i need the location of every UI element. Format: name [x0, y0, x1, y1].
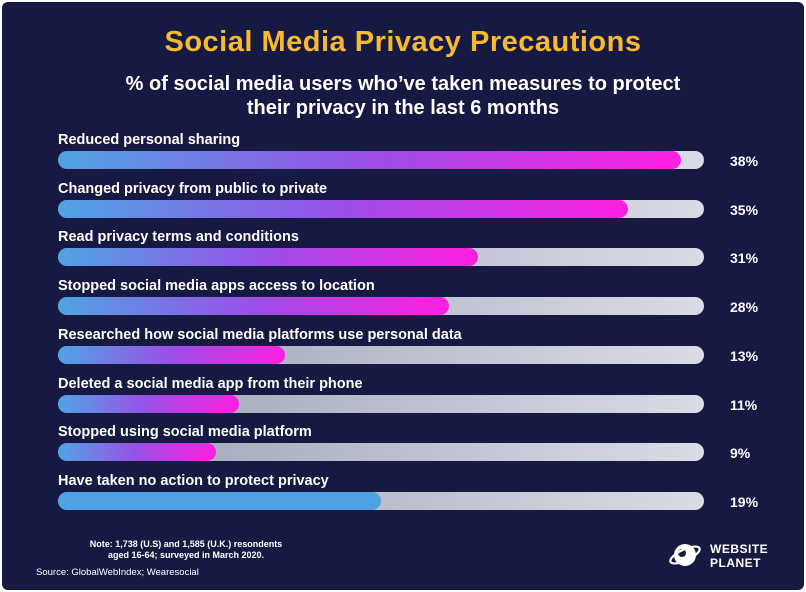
bar-label: Stopped using social media platform	[58, 424, 312, 441]
logo-line-1: WEBSITE	[710, 542, 769, 556]
subtitle-line-2: their privacy in the last 6 months	[246, 97, 560, 119]
website-planet-logo: WEBSITE PLANET	[668, 538, 778, 572]
chart-title: Social Media Privacy Precautions	[164, 26, 642, 58]
bar-label: Reduced personal sharing	[58, 132, 241, 148]
planet-icon	[669, 544, 701, 566]
bar-label: Stopped social media apps access to loca…	[58, 278, 375, 295]
subtitle-line-1: % of social media users who’ve taken mea…	[125, 73, 681, 95]
footnote-line-2: aged 16-64; surveyed in March 2020.	[107, 550, 265, 560]
bar-value-label: 19%	[730, 493, 759, 510]
bar-label: Read privacy terms and conditions	[58, 229, 299, 246]
chart-subtitle: % of social media users who’ve taken mea…	[2, 72, 804, 120]
bar-track	[58, 491, 704, 510]
bar-label: Changed privacy from public to private	[58, 180, 328, 197]
bar-value-label: 38%	[730, 153, 759, 169]
bar-fill	[58, 248, 478, 267]
bar-fill	[58, 297, 449, 316]
bar-fill	[58, 199, 628, 218]
bar-value-label: 35%	[730, 201, 759, 218]
bar-row: Changed privacy from public to private 35…	[58, 181, 778, 229]
bar-row: Stopped social media apps access to loca…	[58, 278, 778, 326]
bar-fill	[58, 491, 381, 510]
bar-label: Deleted a social media app from their ph…	[58, 375, 363, 392]
bar-fill	[58, 151, 681, 169]
bar-value-label: 11%	[730, 396, 758, 413]
bar-track	[58, 151, 704, 169]
bar-track	[58, 345, 704, 364]
footnote-line-1: Note: 1,738 (U.S) and 1,585 (U.K.) reson…	[89, 539, 283, 549]
bar-row: Have taken no action to protect privacy 1…	[58, 473, 778, 521]
bar-track	[58, 443, 704, 462]
bar-value-label: 31%	[730, 250, 759, 267]
bar-track	[58, 248, 704, 267]
bar-row: Researched how social media platforms us…	[58, 327, 778, 375]
bar-row: Read privacy terms and conditions 31%	[58, 229, 778, 277]
source-text: Source: GlobalWebIndex; Wearesocial	[36, 567, 199, 578]
footnote: Note: 1,738 (U.S) and 1,585 (U.K.) reson…	[68, 539, 304, 561]
bar-fill	[58, 443, 216, 462]
bar-track	[58, 297, 704, 316]
bar-row: Stopped using social media platform 9%	[58, 424, 778, 472]
bar-fill	[58, 345, 285, 364]
bar-row: Deleted a social media app from their ph…	[58, 376, 778, 424]
bar-value-label: 28%	[730, 299, 759, 316]
bar-label: Have taken no action to protect privacy	[58, 472, 329, 489]
bar-label: Researched how social media platforms us…	[58, 326, 462, 343]
bar-value-label: 13%	[730, 347, 759, 364]
bar-value-label: 9%	[730, 445, 751, 462]
bar-track	[58, 394, 704, 413]
bar-row: Reduced personal sharing 38%	[58, 132, 778, 180]
bar-track	[58, 199, 704, 218]
bar-fill	[58, 394, 239, 413]
logo-line-2: PLANET	[710, 556, 761, 570]
logo-text: WEBSITE PLANET	[710, 542, 768, 570]
